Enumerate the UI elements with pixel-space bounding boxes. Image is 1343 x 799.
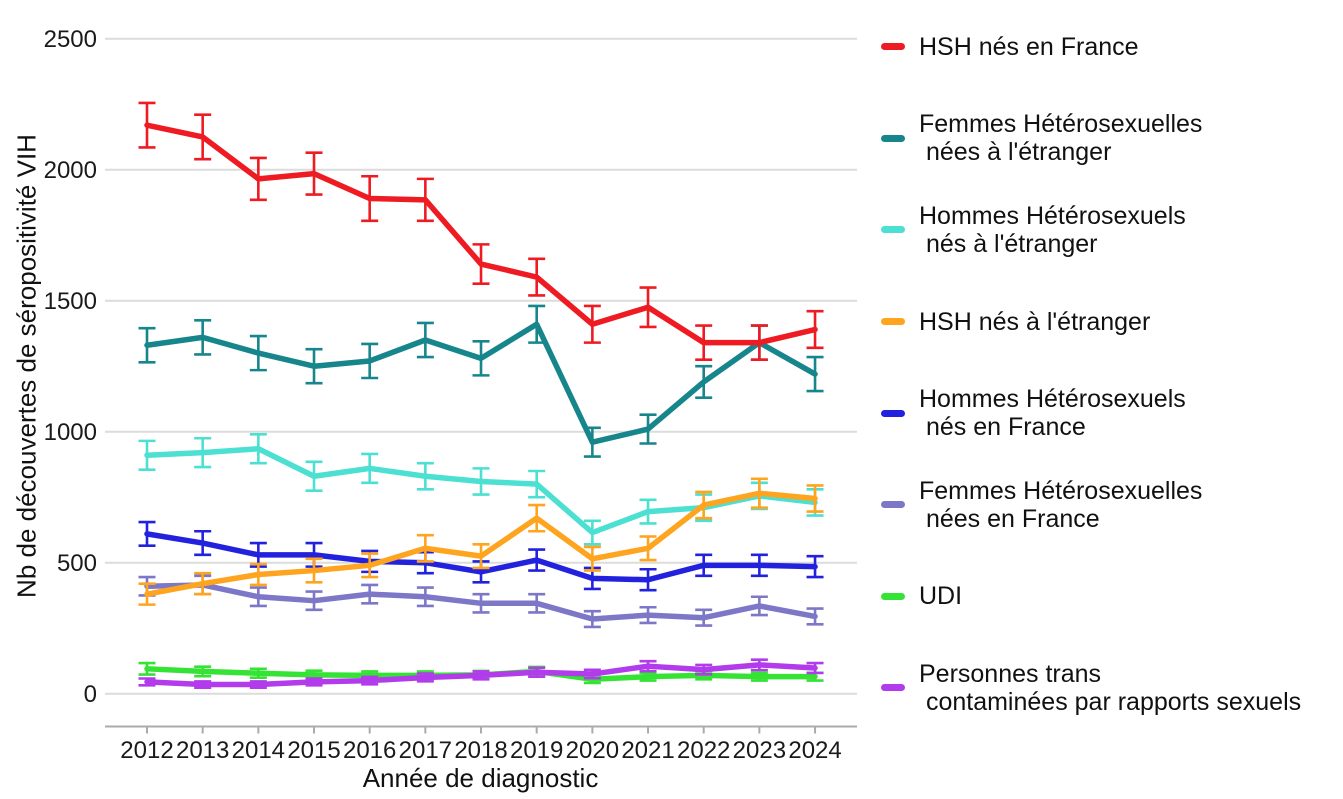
x-tick-label: 2022 — [677, 737, 730, 764]
x-tick-label: 2013 — [176, 737, 229, 764]
x-tick-label: 2012 — [120, 737, 173, 764]
legend-swatch — [881, 409, 905, 417]
series-personnes-trans-contaminees-par-rapports-sexuels — [138, 658, 824, 689]
x-axis-title: Année de diagnostic — [362, 763, 599, 793]
x-tick-label: 2014 — [232, 737, 285, 764]
legend-label: Femmes Hétérosexuelles nées en France — [919, 477, 1202, 533]
x-tick-label: 2021 — [621, 737, 674, 764]
legend-swatch — [881, 501, 905, 509]
legend-label: Personnes trans contaminées par rapports… — [919, 660, 1301, 716]
series-line — [144, 490, 818, 597]
y-tick-label: 1000 — [44, 419, 97, 446]
series-hsh-nes-a-l-etranger — [138, 477, 824, 606]
legend-label-line: contaminées par rapports sexuels — [919, 687, 1302, 716]
legend-label-line: Femmes Hétérosexuelles — [919, 476, 1203, 505]
x-tick-label: 2018 — [454, 737, 507, 764]
legend-swatch — [881, 318, 905, 326]
series-line — [144, 122, 818, 346]
y-tick-label: 500 — [57, 550, 97, 577]
x-tick-label: 2023 — [733, 737, 786, 764]
line-chart: 0 500 1000 1500 2000 2500 2012 2013 2014 2015 2016… — [44, 26, 857, 764]
series-line — [144, 531, 818, 583]
legend-item-personnes-trans-contaminees-par-rapports-sexuels: Personnes trans contaminées par rapports… — [881, 642, 1343, 734]
legend-label: UDI — [919, 582, 962, 610]
legend-swatch — [881, 134, 905, 142]
x-tick-label: 2017 — [399, 737, 452, 764]
x-tick-label: 2024 — [788, 737, 841, 764]
legend-label: Hommes Hétérosexuels nés en France — [919, 385, 1186, 441]
legend-item-femmes-heterosexuelles-nees-en-france: Femmes Hétérosexuelles nées en France — [881, 459, 1343, 551]
legend-label-line: UDI — [919, 582, 963, 611]
x-tick-label: 2015 — [287, 737, 340, 764]
x-tick-label: 2016 — [343, 737, 396, 764]
legend-item-udi: UDI — [881, 551, 1343, 643]
y-axis-title: Nb de découvertes de séropositivité VIH — [11, 134, 42, 598]
legend-item-hsh-nes-a-l-etranger: HSH nés à l'étranger — [881, 276, 1343, 368]
legend-label: Femmes Hétérosexuelles nées à l'étranger — [919, 110, 1202, 166]
legend-label-line: HSH nés à l'étranger — [919, 307, 1151, 336]
legend-label-line: nés en France — [919, 413, 1086, 442]
legend-swatch — [881, 226, 905, 234]
legend-swatch — [881, 43, 905, 51]
legend-label-line: HSH nés en France — [919, 32, 1139, 61]
series-hsh-nes-en-france — [138, 101, 824, 361]
y-tick-label: 2000 — [44, 157, 97, 184]
legend-label-line: nées en France — [919, 504, 1100, 533]
legend-item-hommes-heterosexuels-nes-a-l-etranger: Hommes Hétérosexuels nés à l'étranger — [881, 184, 1343, 276]
legend-label: HSH nés à l'étranger — [919, 308, 1150, 336]
series-hommes-heterosexuels-nes-a-l-etranger — [138, 433, 824, 546]
legend-swatch — [881, 592, 905, 600]
legend-swatch — [881, 684, 905, 692]
legend-label: Hommes Hétérosexuels nés à l'étranger — [919, 202, 1186, 258]
series-line — [144, 582, 818, 622]
legend-label-line: nées à l'étranger — [919, 138, 1112, 167]
legend-label: HSH nés en France — [919, 33, 1139, 61]
legend-item-hommes-heterosexuels-nes-en-france: Hommes Hétérosexuels nés en France — [881, 367, 1343, 459]
legend-item-femmes-heterosexuelles-nees-a-l-etranger: Femmes Hétérosexuelles nées à l'étranger — [881, 93, 1343, 185]
y-tick-label: 1500 — [44, 288, 97, 315]
legend-label-line: Femmes Hétérosexuelles — [919, 110, 1203, 139]
series-line — [144, 662, 818, 688]
series-line — [144, 321, 818, 445]
legend-label-line: Personnes trans — [919, 659, 1102, 688]
legend-label-line: nés à l'étranger — [919, 229, 1098, 258]
legend-item-hsh-nes-en-france: HSH nés en France — [881, 1, 1343, 93]
legend-label-line: Hommes Hétérosexuels — [919, 385, 1186, 414]
legend: HSH nés en France Femmes Hétérosexuelles … — [881, 1, 1343, 734]
series-femmes-heterosexuelles-nees-a-l-etranger — [138, 304, 824, 458]
y-tick-label: 0 — [84, 681, 97, 708]
x-tick-label: 2020 — [566, 737, 619, 764]
x-tick-label: 2019 — [510, 737, 563, 764]
legend-label-line: Hommes Hétérosexuels — [919, 201, 1186, 230]
y-tick-label: 2500 — [44, 26, 97, 53]
